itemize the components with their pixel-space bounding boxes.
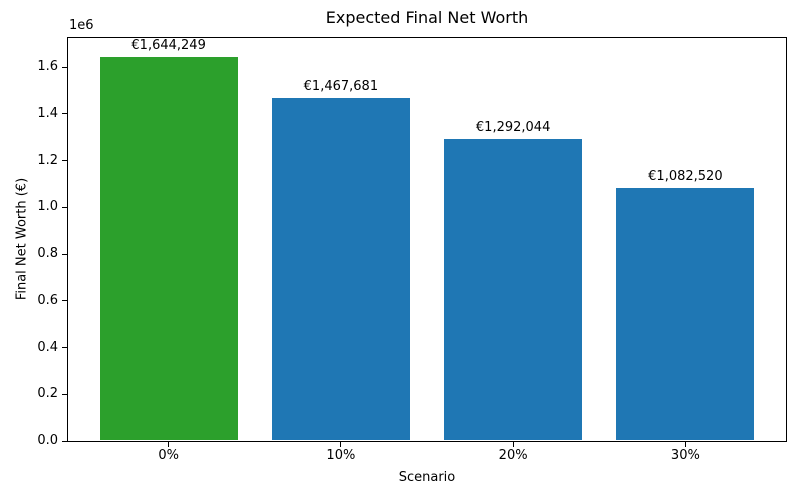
x-tick-mark — [512, 442, 514, 447]
bar-value-label: €1,082,520 — [648, 168, 723, 184]
x-tick-mark — [340, 442, 342, 447]
bar-value-label: €1,292,044 — [475, 119, 551, 135]
y-tick-mark — [62, 113, 67, 115]
y-tick-label: 1.0 — [37, 199, 58, 215]
bar-value-label: €1,644,249 — [131, 37, 206, 53]
y-tick-mark — [62, 66, 67, 68]
y-tick-label: 0.0 — [37, 433, 58, 448]
x-tick-mark — [684, 442, 686, 447]
x-axis-label: Scenario — [398, 470, 456, 485]
y-tick-label: 1.2 — [37, 152, 58, 168]
y-tick-mark — [62, 300, 67, 302]
x-tick-label: 30% — [670, 448, 700, 463]
bar-scenario-20% — [444, 138, 583, 440]
bar-scenario-10% — [271, 97, 410, 440]
y-tick-mark — [62, 393, 67, 395]
y-axis-offset-text: 1e6 — [69, 18, 94, 33]
x-tick-mark — [168, 442, 170, 447]
y-tick-mark — [62, 160, 67, 161]
y-tick-label: 1.6 — [37, 59, 58, 74]
y-tick-mark — [62, 253, 67, 255]
y-tick-mark — [62, 347, 67, 348]
y-tick-label: 0.8 — [37, 246, 58, 261]
y-tick-label: 0.2 — [37, 386, 58, 402]
bar-scenario-0% — [99, 56, 238, 440]
y-tick-label: 0.6 — [37, 292, 58, 308]
y-tick-label: 1.4 — [37, 105, 58, 121]
x-tick-label: 20% — [498, 448, 528, 463]
y-axis-label: Final Net Worth (€) — [14, 177, 30, 301]
chart-title: Expected Final Net Worth — [325, 8, 529, 27]
bar-scenario-30% — [616, 187, 755, 440]
y-tick-mark — [62, 206, 67, 208]
x-tick-label: 10% — [326, 448, 356, 463]
bar-value-label: €1,467,681 — [303, 78, 379, 94]
x-tick-label: 0% — [158, 448, 179, 463]
y-tick-label: 0.4 — [37, 339, 58, 355]
y-tick-mark — [62, 440, 67, 442]
